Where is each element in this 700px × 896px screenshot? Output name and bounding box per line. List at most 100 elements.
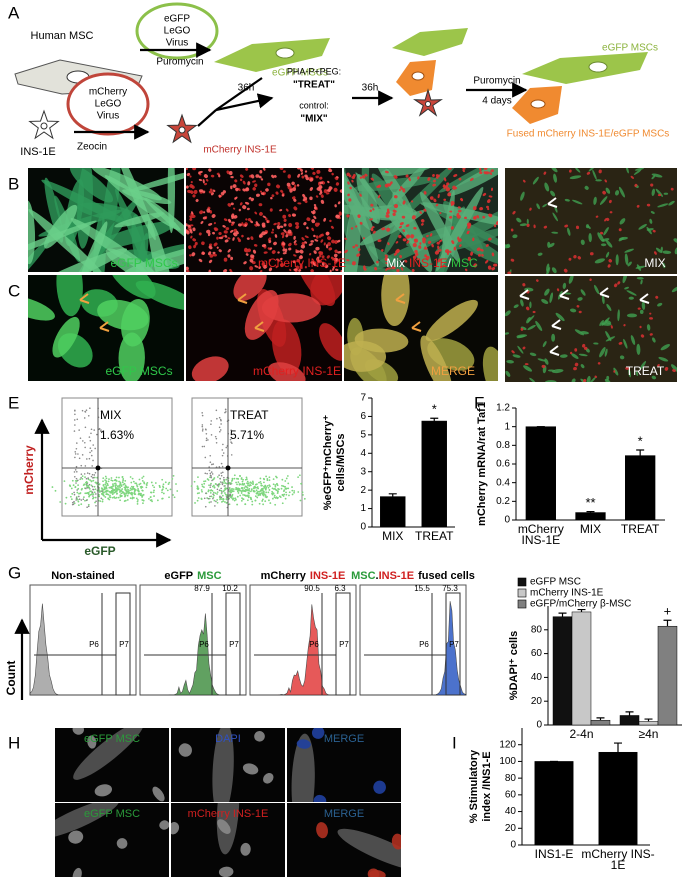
event-dot xyxy=(123,486,126,489)
cell-blob xyxy=(487,265,492,270)
event-dot xyxy=(225,446,228,449)
cell-blob xyxy=(387,267,391,270)
event-dot xyxy=(125,485,128,488)
cell-blob xyxy=(293,206,298,211)
cell-blob xyxy=(273,174,277,178)
cell-blob xyxy=(487,199,491,204)
arrow-marker xyxy=(551,319,562,330)
cell-blob xyxy=(403,238,407,242)
cell-blob xyxy=(198,189,204,193)
event-dot xyxy=(121,490,124,493)
event-dot xyxy=(246,486,249,489)
cell-blob xyxy=(192,194,196,198)
cell-blob xyxy=(344,237,348,241)
event-dot xyxy=(231,489,233,492)
cell-blob xyxy=(660,246,663,253)
event-dot xyxy=(231,479,234,481)
event-dot xyxy=(117,487,119,489)
event-dot xyxy=(116,488,119,491)
cell-blob xyxy=(147,219,177,272)
event-dot xyxy=(203,482,206,485)
cell-blob xyxy=(485,259,489,264)
cell-blob xyxy=(259,270,263,272)
event-dot xyxy=(71,492,74,495)
event-dot xyxy=(88,436,91,438)
legend-swatch xyxy=(517,577,527,587)
event-dot xyxy=(73,419,76,421)
cell-blob xyxy=(391,833,401,850)
event-dot xyxy=(297,476,300,479)
cell-blob xyxy=(248,196,252,200)
micrograph xyxy=(505,168,677,274)
cell-blob xyxy=(582,343,586,348)
cell-blob xyxy=(640,279,643,285)
event-dot xyxy=(241,480,244,483)
event-dot xyxy=(246,495,248,497)
cell-blob xyxy=(237,187,241,192)
cell-blob xyxy=(319,181,324,185)
cell-blob xyxy=(337,828,401,872)
cell-blob xyxy=(70,218,160,272)
event-dot xyxy=(83,441,86,444)
cell-blob xyxy=(541,364,546,368)
cell-blob xyxy=(564,224,569,228)
micrograph xyxy=(171,803,285,877)
cell-blob xyxy=(258,234,263,238)
cell-blob xyxy=(414,252,419,257)
event-dot xyxy=(85,499,88,502)
cell-blob xyxy=(423,191,427,195)
cell-blob xyxy=(606,303,612,311)
event-dot xyxy=(120,485,123,488)
event-dot xyxy=(142,499,145,502)
label: mCherry INS-1E xyxy=(203,145,277,156)
event-dot xyxy=(81,477,84,480)
event-dot xyxy=(217,485,220,488)
event-dot xyxy=(130,485,133,488)
cell-blob xyxy=(386,208,390,213)
event-dot xyxy=(205,437,208,440)
event-dot xyxy=(63,480,66,483)
event-dot xyxy=(250,482,253,484)
cell-blob xyxy=(447,168,452,171)
event-dot xyxy=(98,428,100,431)
cell-blob xyxy=(426,234,429,238)
cell-blob xyxy=(505,310,511,317)
label: Fused mCherry INS-1E/eGFP MSCs xyxy=(507,129,670,140)
event-dot xyxy=(246,488,248,491)
event-dot xyxy=(218,426,221,429)
event-dot xyxy=(283,493,286,496)
event-dot xyxy=(220,492,223,495)
cell-blob xyxy=(507,271,512,274)
cell-blob xyxy=(233,275,267,301)
micrograph xyxy=(55,803,169,877)
cell-blob xyxy=(536,279,539,282)
cell-blob xyxy=(594,375,598,378)
event-dot xyxy=(210,463,213,466)
cell-blob xyxy=(355,225,358,228)
cell-blob xyxy=(313,234,316,238)
event-dot xyxy=(255,489,258,492)
cell-blob xyxy=(279,263,285,268)
event-dot xyxy=(300,482,303,485)
cell-blob xyxy=(216,803,240,855)
cell-blob xyxy=(218,231,222,236)
cell-blob xyxy=(294,184,297,188)
event-dot xyxy=(285,491,287,494)
cell-blob xyxy=(537,252,543,256)
event-dot xyxy=(287,482,290,485)
cell-blob xyxy=(414,249,418,254)
cell-blob xyxy=(483,168,488,170)
cell-blob xyxy=(292,260,296,264)
cell-blob xyxy=(532,310,536,314)
cell-blob xyxy=(479,207,484,211)
cell-blob xyxy=(340,270,342,272)
event-dot xyxy=(161,488,164,491)
event-dot xyxy=(141,477,144,479)
cell-blob xyxy=(584,185,589,190)
arrow xyxy=(215,77,263,111)
cell-blob xyxy=(258,203,263,207)
cell-blob xyxy=(213,222,216,225)
cell-blob xyxy=(334,240,338,244)
event-dot xyxy=(95,500,97,503)
cell-blob xyxy=(608,259,613,263)
